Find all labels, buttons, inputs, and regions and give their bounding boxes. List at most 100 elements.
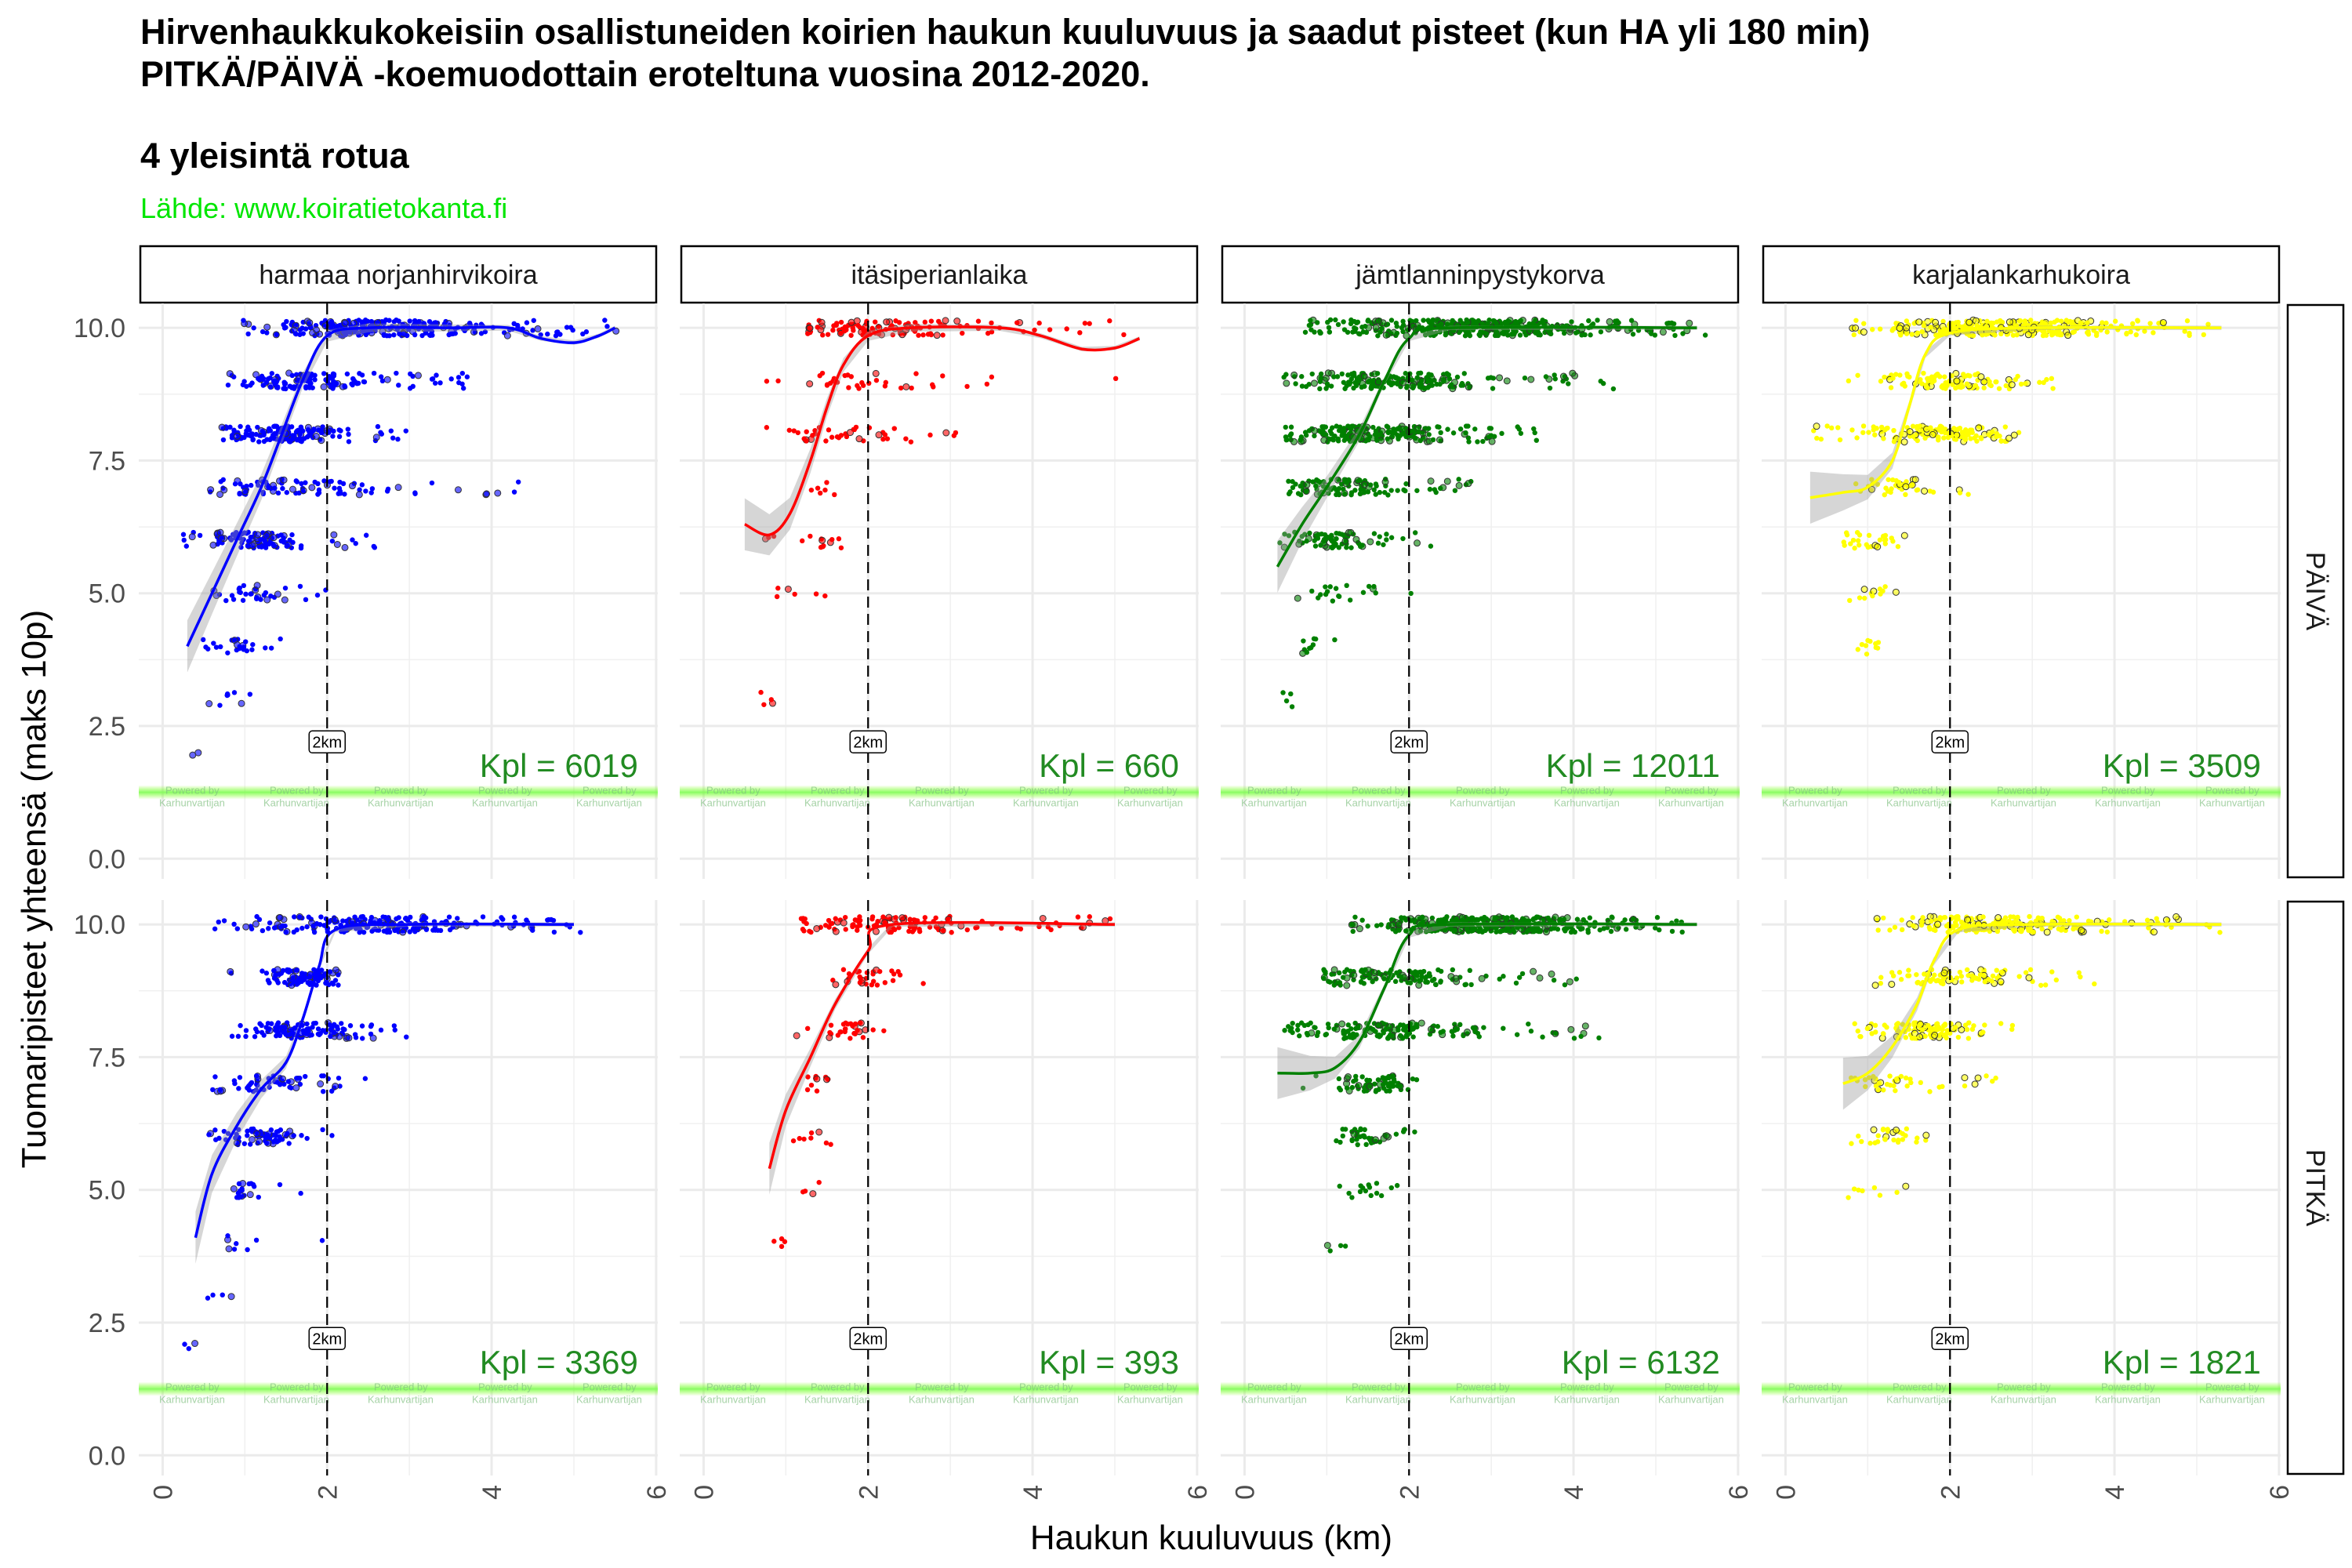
data-point xyxy=(913,371,919,376)
data-point xyxy=(1360,329,1367,335)
data-point xyxy=(848,1036,853,1041)
data-point xyxy=(1871,427,1876,433)
data-point xyxy=(210,1292,216,1298)
data-point xyxy=(1432,976,1437,982)
data-point xyxy=(1945,434,1951,441)
data-point xyxy=(1396,376,1401,382)
data-point xyxy=(1875,640,1882,645)
data-point xyxy=(1672,332,1678,339)
data-point xyxy=(1393,1131,1399,1137)
data-point xyxy=(1450,430,1457,436)
data-point xyxy=(1077,330,1083,336)
data-point xyxy=(1981,385,1987,390)
data-point xyxy=(1326,978,1331,984)
data-point xyxy=(833,916,838,921)
data-point xyxy=(895,968,901,975)
data-point xyxy=(2085,320,2090,325)
data-point xyxy=(460,386,466,391)
data-point xyxy=(1998,438,2004,444)
data-point xyxy=(1887,927,1893,933)
data-point xyxy=(239,540,245,546)
data-point xyxy=(335,1026,340,1032)
data-point xyxy=(1286,478,1291,485)
data-point xyxy=(1922,971,1927,977)
data-point xyxy=(841,328,848,334)
data-point xyxy=(355,491,363,499)
smooth-line xyxy=(1277,922,1697,1075)
data-point xyxy=(1381,976,1387,982)
data-point xyxy=(1846,597,1853,604)
data-point xyxy=(1401,1025,1407,1032)
data-point xyxy=(1417,437,1424,444)
data-point xyxy=(1860,423,1867,429)
data-point xyxy=(262,538,267,543)
data-point xyxy=(1327,1248,1333,1254)
data-point xyxy=(1357,477,1363,483)
data-point xyxy=(1994,928,2001,935)
data-point xyxy=(277,1033,283,1039)
data-point xyxy=(1429,378,1435,384)
data-point xyxy=(1107,318,1112,324)
data-point xyxy=(1449,382,1454,387)
data-point xyxy=(1373,1029,1378,1034)
data-point xyxy=(1283,698,1290,704)
data-point xyxy=(804,920,809,927)
data-point xyxy=(456,375,462,380)
data-point xyxy=(344,371,350,377)
data-point xyxy=(1396,436,1401,442)
data-point xyxy=(289,372,295,379)
data-point xyxy=(1400,328,1406,335)
data-point xyxy=(1463,430,1468,436)
data-point xyxy=(259,544,264,550)
data-point xyxy=(246,1181,252,1187)
data-point xyxy=(400,321,405,327)
data-point xyxy=(1468,982,1474,988)
data-point xyxy=(771,1239,777,1244)
data-point xyxy=(500,916,506,922)
data-point xyxy=(381,928,387,934)
data-point xyxy=(804,429,809,434)
data-point xyxy=(545,917,550,923)
data-point xyxy=(216,539,223,545)
watermark-text: Powered by xyxy=(2101,785,2155,797)
data-point xyxy=(452,331,458,336)
data-point xyxy=(1312,636,1319,642)
data-point xyxy=(800,538,805,544)
watermark-text: Powered by xyxy=(374,785,428,797)
data-point xyxy=(180,532,187,537)
data-point xyxy=(1457,1022,1463,1028)
count-label: Kpl = 3369 xyxy=(480,1344,638,1381)
data-point xyxy=(368,1022,375,1028)
data-point xyxy=(327,1022,332,1028)
data-point xyxy=(1345,372,1351,378)
data-point xyxy=(1890,376,1896,381)
data-point xyxy=(224,691,230,697)
data-point xyxy=(241,583,247,589)
data-point xyxy=(270,1138,277,1145)
data-point xyxy=(960,330,965,336)
data-point xyxy=(407,318,412,324)
data-point xyxy=(1082,321,1088,326)
data-point xyxy=(1519,971,1526,977)
data-point xyxy=(1875,645,1881,651)
data-point xyxy=(292,914,297,920)
data-point xyxy=(1462,333,1468,339)
data-point xyxy=(274,423,279,429)
data-point xyxy=(2058,331,2063,336)
data-point xyxy=(1395,1083,1400,1089)
data-point xyxy=(860,325,866,332)
data-point xyxy=(1316,595,1321,601)
data-point xyxy=(1897,372,1903,378)
data-point xyxy=(1922,435,1928,441)
data-point xyxy=(808,487,815,493)
data-point xyxy=(984,381,990,387)
data-point xyxy=(383,376,391,383)
data-point xyxy=(1954,975,1960,981)
data-point xyxy=(1298,483,1303,489)
data-point xyxy=(310,923,316,929)
data-point xyxy=(2005,318,2013,326)
data-point xyxy=(328,325,334,331)
data-point xyxy=(441,321,448,327)
data-point xyxy=(530,927,535,933)
data-point xyxy=(1606,318,1613,325)
